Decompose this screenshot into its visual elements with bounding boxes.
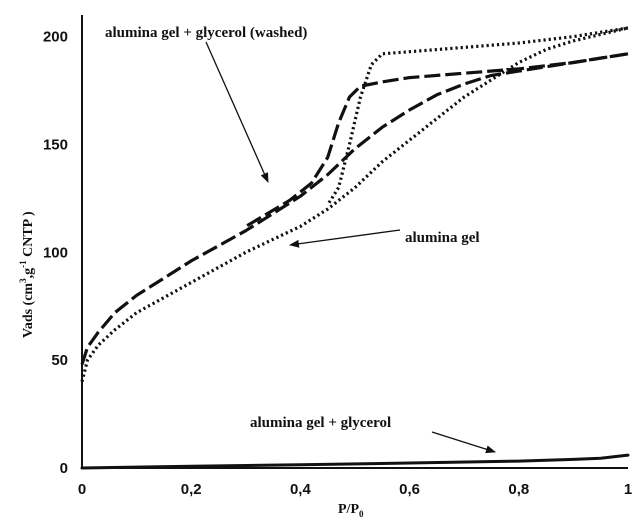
y-tick-label: 0 [60,460,68,477]
tick-labels: 0 0,2 0,4 0,6 0,8 1 0 50 100 150 200 [43,29,632,498]
series-2-adsorption-line [80,453,630,470]
arrows [205,41,496,454]
arrow-alumina-gel [289,229,401,248]
arrow-washed [205,41,269,183]
series-1-desorption-line [326,26,629,206]
series-0-desorption-line [244,52,629,228]
arrow-alumina-gel-glycerol [431,431,496,454]
series-1-adsorption-line [80,26,629,383]
annotation-alumina-gel-glycerol: alumina gel + glycerol [250,415,391,431]
annotation-alumina-gel: alumina gel [405,230,480,246]
annotation-washed: alumina gel + glycerol (washed) [105,25,307,41]
y-tick-label: 50 [51,352,68,369]
x-tick-label: 1 [624,481,632,498]
axes [81,15,628,469]
y-tick-label: 100 [43,244,68,261]
y-tick-label: 150 [43,136,68,153]
x-tick-label: 0,2 [181,481,202,498]
x-tick-label: 0 [78,481,86,498]
plot-marks [80,26,630,470]
x-tick-label: 0,8 [508,481,529,498]
series-0-adsorption-line [80,52,629,365]
y-tick-label: 200 [43,29,68,46]
x-tick-label: 0,4 [290,481,312,498]
x-tick-label: 0,6 [399,481,420,498]
x-axis-label: P/P0 [338,502,364,519]
y-axis-label: Vads (cm3,g-1 CNTP ) [18,211,36,338]
